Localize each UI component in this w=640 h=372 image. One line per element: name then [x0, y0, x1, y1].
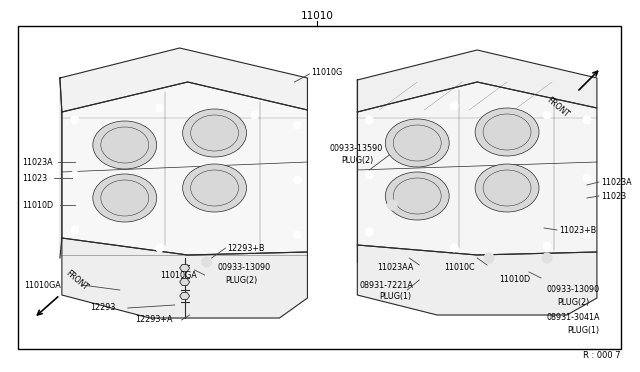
Polygon shape [60, 78, 62, 258]
Circle shape [202, 257, 212, 267]
Text: 11010G: 11010G [312, 67, 342, 77]
Text: 11010: 11010 [301, 11, 334, 21]
Ellipse shape [475, 164, 539, 212]
Circle shape [543, 242, 551, 250]
Text: 11010D: 11010D [22, 201, 53, 209]
Text: 11010C: 11010C [444, 263, 475, 273]
Text: 11010GA: 11010GA [24, 280, 61, 289]
Circle shape [294, 176, 301, 184]
Polygon shape [60, 48, 307, 112]
Text: 11010D: 11010D [499, 276, 530, 285]
Text: 11023A: 11023A [601, 177, 632, 186]
Text: 11023: 11023 [22, 173, 47, 183]
Text: 11023A: 11023A [22, 157, 52, 167]
Text: FRONT: FRONT [64, 268, 90, 292]
Polygon shape [62, 82, 307, 255]
Circle shape [365, 116, 373, 124]
Ellipse shape [385, 119, 449, 167]
Circle shape [294, 121, 301, 129]
Ellipse shape [93, 121, 157, 169]
Circle shape [387, 200, 397, 210]
Circle shape [450, 102, 458, 110]
Circle shape [71, 171, 79, 179]
Circle shape [156, 104, 164, 112]
Text: 12293: 12293 [90, 304, 115, 312]
Ellipse shape [475, 108, 539, 156]
Text: 11023: 11023 [601, 192, 626, 201]
Text: 00933-13590: 00933-13590 [330, 144, 383, 153]
Circle shape [583, 116, 591, 124]
Circle shape [450, 244, 458, 252]
Polygon shape [180, 279, 189, 285]
Text: 11010GA: 11010GA [160, 270, 196, 279]
Text: 12293+A: 12293+A [135, 315, 172, 324]
Circle shape [583, 231, 591, 239]
Circle shape [294, 231, 301, 239]
Text: 11023+B: 11023+B [559, 225, 596, 234]
Ellipse shape [182, 109, 246, 157]
Circle shape [583, 174, 591, 182]
Circle shape [365, 228, 373, 236]
Text: PLUG(2): PLUG(2) [225, 276, 258, 285]
Text: 00933-13090: 00933-13090 [218, 263, 271, 273]
Ellipse shape [182, 164, 246, 212]
Text: 11023AA: 11023AA [378, 263, 413, 273]
Text: 00933-13090: 00933-13090 [547, 285, 600, 295]
Bar [18, 26, 621, 349]
Text: 08931-7221A: 08931-7221A [359, 280, 413, 289]
Text: R : 000 7: R : 000 7 [583, 351, 621, 360]
Polygon shape [180, 292, 189, 299]
Circle shape [250, 111, 259, 119]
Text: PLUG(2): PLUG(2) [557, 298, 589, 307]
Circle shape [71, 116, 79, 124]
Polygon shape [357, 50, 597, 112]
Circle shape [71, 226, 79, 234]
Circle shape [365, 171, 373, 179]
Text: PLUG(1): PLUG(1) [567, 326, 599, 334]
Ellipse shape [93, 174, 157, 222]
Text: FRONT: FRONT [545, 96, 571, 120]
Circle shape [250, 244, 259, 252]
Circle shape [484, 253, 494, 263]
Circle shape [542, 253, 552, 263]
Polygon shape [357, 82, 597, 255]
Polygon shape [62, 238, 307, 318]
Text: PLUG(1): PLUG(1) [380, 292, 412, 301]
Circle shape [543, 111, 551, 119]
Polygon shape [357, 245, 597, 315]
Text: PLUG(2): PLUG(2) [341, 155, 374, 164]
Text: 08931-3041A: 08931-3041A [547, 314, 600, 323]
Text: 12293+B: 12293+B [228, 244, 265, 253]
Circle shape [156, 244, 164, 252]
Polygon shape [180, 264, 189, 272]
Ellipse shape [385, 172, 449, 220]
